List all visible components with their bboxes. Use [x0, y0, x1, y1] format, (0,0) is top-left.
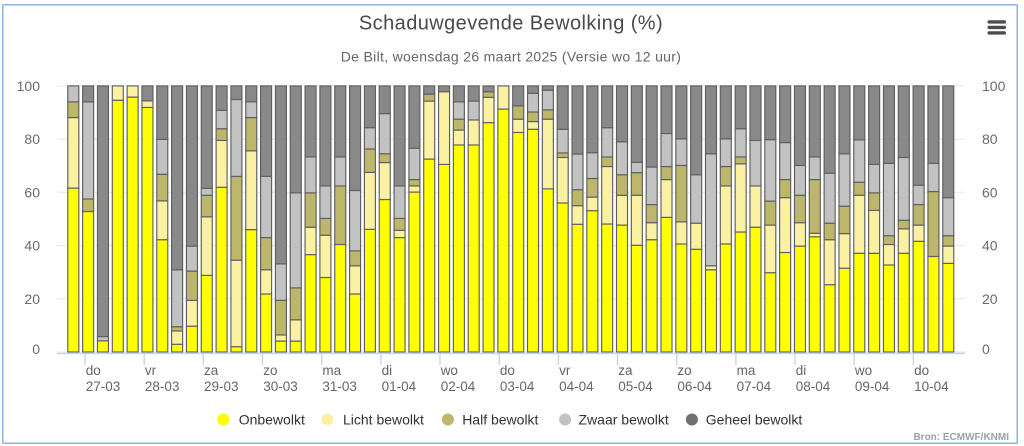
- svg-text:29-03: 29-03: [204, 379, 239, 394]
- svg-text:do: do: [86, 363, 101, 378]
- svg-text:di: di: [382, 363, 393, 378]
- svg-text:01-04: 01-04: [382, 379, 417, 394]
- svg-text:Onbewolkt: Onbewolkt: [239, 412, 305, 428]
- svg-text:Half bewolkt: Half bewolkt: [462, 412, 538, 428]
- svg-text:0: 0: [982, 341, 990, 357]
- svg-text:ma: ma: [322, 363, 341, 378]
- svg-text:zo: zo: [263, 363, 277, 378]
- svg-text:wo: wo: [854, 363, 872, 378]
- svg-text:02-04: 02-04: [441, 379, 476, 394]
- svg-text:Bron: ECMWF/KNMI: Bron: ECMWF/KNMI: [913, 432, 1009, 443]
- svg-text:60: 60: [24, 184, 40, 200]
- svg-text:28-03: 28-03: [145, 379, 180, 394]
- svg-text:20: 20: [982, 291, 998, 307]
- svg-text:100: 100: [17, 78, 41, 94]
- svg-text:De Bilt, woensdag 26 maart 202: De Bilt, woensdag 26 maart 2025 (Versie …: [341, 49, 682, 65]
- svg-text:di: di: [796, 363, 807, 378]
- svg-text:80: 80: [982, 131, 998, 147]
- svg-text:Zwaar bewolkt: Zwaar bewolkt: [579, 412, 669, 428]
- svg-text:40: 40: [24, 238, 40, 254]
- svg-text:07-04: 07-04: [737, 379, 772, 394]
- svg-text:za: za: [618, 363, 633, 378]
- svg-text:06-04: 06-04: [677, 379, 712, 394]
- svg-text:08-04: 08-04: [796, 379, 831, 394]
- svg-text:do: do: [914, 363, 929, 378]
- svg-text:20: 20: [24, 291, 40, 307]
- svg-text:40: 40: [982, 238, 998, 254]
- svg-text:27-03: 27-03: [86, 379, 121, 394]
- svg-text:ma: ma: [737, 363, 756, 378]
- svg-text:za: za: [204, 363, 219, 378]
- svg-text:03-04: 03-04: [500, 379, 535, 394]
- svg-text:do: do: [500, 363, 515, 378]
- svg-text:100: 100: [982, 78, 1006, 94]
- svg-text:30-03: 30-03: [263, 379, 298, 394]
- svg-text:vr: vr: [559, 363, 571, 378]
- svg-text:wo: wo: [440, 363, 458, 378]
- svg-text:05-04: 05-04: [618, 379, 653, 394]
- svg-text:31-03: 31-03: [322, 379, 357, 394]
- svg-text:80: 80: [24, 131, 40, 147]
- svg-text:Licht bewolkt: Licht bewolkt: [343, 412, 424, 428]
- svg-text:Schaduwgevende Bewolking (%): Schaduwgevende Bewolking (%): [359, 13, 663, 35]
- svg-text:Geheel bewolkt: Geheel bewolkt: [706, 412, 803, 428]
- svg-text:60: 60: [982, 184, 998, 200]
- svg-text:0: 0: [32, 341, 40, 357]
- svg-text:09-04: 09-04: [855, 379, 890, 394]
- svg-text:zo: zo: [677, 363, 691, 378]
- svg-text:vr: vr: [145, 363, 157, 378]
- svg-text:10-04: 10-04: [914, 379, 949, 394]
- svg-text:04-04: 04-04: [559, 379, 594, 394]
